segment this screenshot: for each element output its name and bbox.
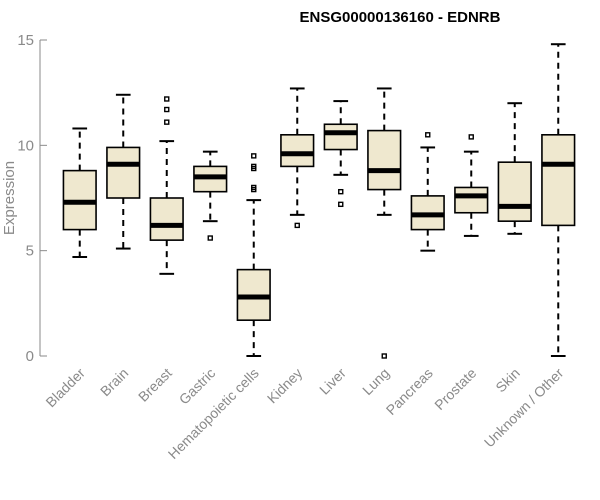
iqr-box [497, 161, 532, 222]
box-lung [367, 87, 402, 359]
outlier-point [425, 132, 431, 138]
outlier-point [338, 201, 344, 208]
outlier-point [207, 235, 213, 241]
iqr-box [106, 146, 141, 199]
outlier-point [251, 184, 257, 191]
x-tick-label: Gastric [176, 365, 219, 408]
iqr-box [149, 197, 184, 241]
outlier-point [338, 188, 344, 195]
x-tick-label: Prostate [431, 365, 479, 413]
box-liver [323, 100, 358, 208]
x-tick-label: Lung [359, 365, 392, 398]
y-tick-label: 0 [26, 348, 34, 365]
outlier-point [251, 163, 257, 170]
x-tick-label: Kidney [264, 365, 306, 407]
box-hematopoietic-cells [236, 153, 271, 357]
x-tick-label: Pancreas [383, 365, 436, 418]
outlier-point [294, 222, 300, 229]
y-tick-label: 15 [17, 32, 34, 49]
iqr-box [541, 134, 576, 227]
x-tick-label: Liver [316, 365, 349, 398]
box-breast [149, 96, 184, 275]
box-unknown-other [541, 43, 576, 357]
boxes-group [62, 43, 576, 359]
x-tick-label: Skin [492, 365, 523, 396]
y-axis-ticks: 0 5 10 15 [17, 32, 47, 365]
x-tick-label: Unknown / Other [481, 365, 567, 451]
outlier-point [164, 96, 170, 102]
outlier-point [381, 353, 387, 359]
box-pancreas [410, 132, 445, 252]
box-bladder [62, 127, 97, 258]
outlier-point [251, 153, 257, 159]
outlier-point [468, 134, 474, 140]
x-tick-label: Brain [97, 365, 131, 399]
box-brain [106, 93, 141, 250]
y-tick-label: 5 [26, 243, 34, 260]
outlier-point [164, 119, 170, 125]
x-tick-label: Bladder [42, 365, 88, 411]
y-tick-label: 10 [17, 137, 34, 154]
iqr-box [367, 129, 402, 191]
y-axis-label: Expression [1, 161, 18, 235]
x-tick-label: Breast [135, 365, 175, 405]
iqr-box [323, 123, 358, 151]
box-kidney [280, 87, 315, 229]
box-gastric [193, 150, 228, 241]
chart-title: ENSG00000136160 - EDNRB [300, 9, 501, 26]
box-skin [497, 102, 532, 235]
outlier-point [164, 106, 170, 113]
iqr-box [454, 186, 489, 214]
box-prostate [454, 134, 489, 237]
iqr-box [280, 134, 315, 168]
